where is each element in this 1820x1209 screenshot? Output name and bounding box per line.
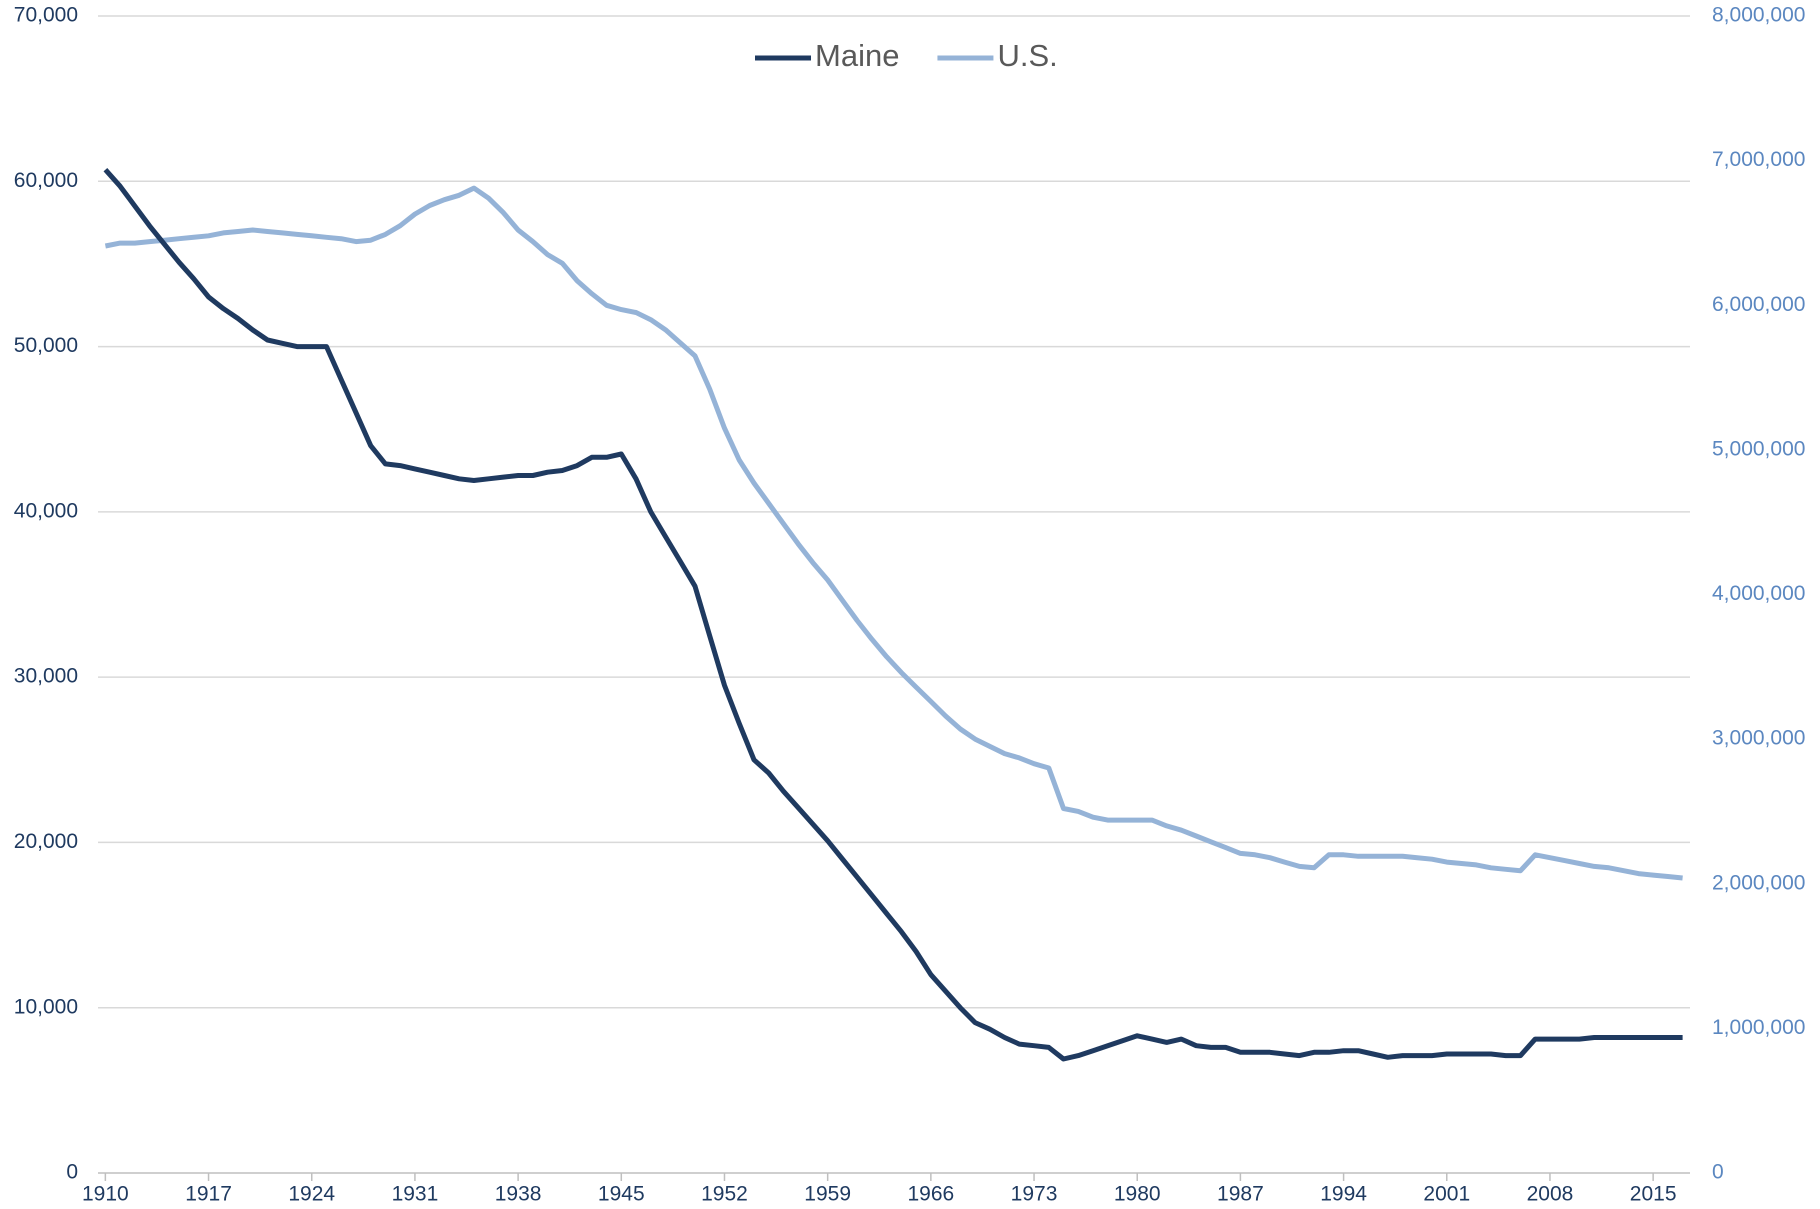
x-tick-label: 1980 xyxy=(1114,1183,1161,1206)
y2-tick-label: 6,000,000 xyxy=(1712,293,1805,316)
y2-tick-label: 0 xyxy=(1712,1161,1724,1184)
x-tick-label: 2001 xyxy=(1423,1183,1470,1206)
x-tick-label: 2008 xyxy=(1527,1183,1574,1206)
x-tick-label: 2015 xyxy=(1630,1183,1677,1206)
x-tick-label: 1966 xyxy=(907,1183,954,1206)
x-tick-label: 1959 xyxy=(804,1183,851,1206)
y-tick-label: 50,000 xyxy=(14,334,78,357)
x-tick-label: 1952 xyxy=(701,1183,748,1206)
legend-label: U.S. xyxy=(997,38,1057,73)
y2-tick-label: 4,000,000 xyxy=(1712,582,1805,605)
series-line xyxy=(104,185,1683,881)
x-tick-label: 1931 xyxy=(392,1183,439,1206)
y2-tick-label: 2,000,000 xyxy=(1712,871,1805,894)
y-tick-label: 40,000 xyxy=(14,499,78,522)
x-tick-label: 1938 xyxy=(495,1183,542,1206)
x-tick-label: 1910 xyxy=(82,1183,129,1206)
y-tick-label: 20,000 xyxy=(14,830,78,853)
y2-tick-label: 5,000,000 xyxy=(1712,437,1805,460)
x-tick-label: 1987 xyxy=(1217,1183,1264,1206)
y-tick-label: 0 xyxy=(66,1161,78,1184)
legend-label: Maine xyxy=(815,38,899,73)
y2-tick-label: 1,000,000 xyxy=(1712,1016,1805,1039)
x-tick-label: 1973 xyxy=(1011,1183,1058,1206)
y2-tick-label: 3,000,000 xyxy=(1712,727,1805,750)
series-line xyxy=(103,168,1683,1062)
y-tick-label: 70,000 xyxy=(14,4,78,27)
x-tick-label: 1994 xyxy=(1320,1183,1367,1206)
x-tick-label: 1945 xyxy=(598,1183,645,1206)
y-tick-label: 10,000 xyxy=(14,995,78,1018)
x-tick-label: 1917 xyxy=(185,1183,232,1206)
x-tick-label: 1924 xyxy=(288,1183,335,1206)
y-tick-label: 60,000 xyxy=(14,169,78,192)
y2-tick-label: 8,000,000 xyxy=(1712,4,1805,27)
y-tick-label: 30,000 xyxy=(14,665,78,688)
y2-tick-label: 7,000,000 xyxy=(1712,148,1805,171)
